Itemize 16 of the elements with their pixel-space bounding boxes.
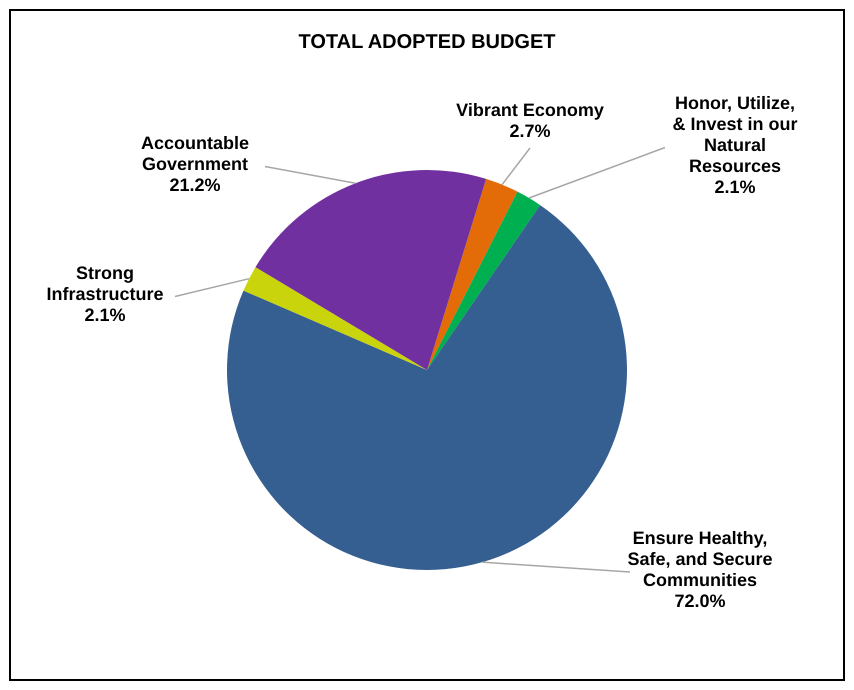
pie-slice (227, 205, 627, 570)
slice-label: Strong Infrastructure (46, 263, 164, 304)
data-label: 2.7% (509, 121, 551, 141)
data-label: 2.1% (84, 305, 126, 325)
slice-label: Ensure Healthy, Safe, and Secure Communities (627, 528, 773, 590)
data-label: 2.1% (714, 177, 756, 197)
pie-slice (427, 178, 518, 370)
data-label: 21.2% (169, 175, 221, 195)
data-label: 72.0% (674, 591, 726, 611)
pie-slice (427, 192, 540, 370)
slice-label: Vibrant Economy (456, 100, 604, 120)
slice-label: Honor, Utilize, & Invest in our Natural Resources (672, 93, 798, 176)
slice-label: Accountable Government (140, 133, 250, 174)
chart-title: TOTAL ADOPTED BUDGET (298, 31, 556, 53)
pie-slice (243, 267, 427, 370)
pie-slice (255, 170, 486, 370)
